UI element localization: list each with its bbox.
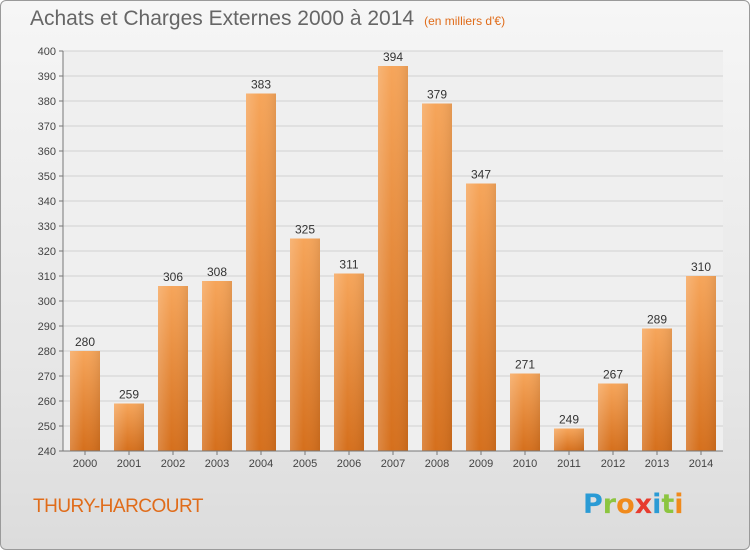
data-label: 347 — [471, 168, 491, 182]
y-tick-label: 290 — [38, 321, 56, 333]
x-tick-label: 2012 — [601, 458, 625, 470]
bar-shine — [114, 403, 144, 451]
y-tick-label: 400 — [38, 46, 56, 58]
x-tick-label: 2000 — [73, 458, 97, 470]
data-label: 310 — [691, 260, 711, 274]
place-name: THURY-HARCOURT — [33, 496, 204, 517]
y-tick-label: 350 — [38, 171, 56, 183]
x-tick-label: 2011 — [557, 458, 581, 470]
data-label: 308 — [207, 265, 227, 279]
y-tick-label: 300 — [38, 296, 56, 308]
x-tick-label: 2014 — [689, 458, 713, 470]
bar-shine — [642, 328, 672, 451]
y-tick-label: 240 — [38, 446, 56, 458]
data-label: 311 — [339, 258, 358, 272]
unit-note: (en milliers d'€) — [424, 14, 506, 28]
y-tick-label: 340 — [38, 196, 56, 208]
bar-shine — [158, 286, 188, 451]
y-tick-label: 250 — [38, 421, 56, 433]
brand-letter: x — [634, 489, 653, 520]
data-label: 394 — [383, 50, 403, 64]
data-label: 289 — [647, 313, 667, 327]
x-tick-label: 2009 — [469, 458, 493, 470]
bar-shine — [686, 276, 716, 451]
x-tick-label: 2013 — [645, 458, 669, 470]
brand-letter: r — [602, 489, 617, 520]
data-label: 325 — [295, 223, 315, 237]
bar-shine — [70, 351, 100, 451]
bar-shine — [334, 273, 364, 451]
y-tick-label: 380 — [38, 96, 56, 108]
x-tick-label: 2010 — [513, 458, 537, 470]
brand-letter: i — [674, 489, 684, 520]
y-tick-label: 270 — [38, 371, 56, 383]
data-label: 280 — [75, 335, 95, 349]
y-tick-label: 390 — [38, 71, 56, 83]
x-tick-label: 2007 — [381, 458, 405, 470]
chart-title-text: Achats et Charges Externes 2000 à 2014 — [30, 7, 415, 30]
y-tick-label: 260 — [38, 396, 56, 408]
y-tick-label: 310 — [38, 271, 56, 283]
data-label: 249 — [559, 413, 579, 427]
data-label: 379 — [427, 88, 447, 102]
x-tick-label: 2005 — [293, 458, 317, 470]
bar-shine — [510, 373, 540, 451]
data-label: 259 — [119, 388, 139, 402]
x-tick-label: 2001 — [117, 458, 141, 470]
bar-shine — [246, 93, 276, 451]
bar-shine — [554, 428, 584, 451]
y-tick-label: 360 — [38, 146, 56, 158]
brand-letter: i — [652, 489, 662, 520]
y-tick-label: 320 — [38, 246, 56, 258]
x-tick-label: 2004 — [249, 458, 273, 470]
x-tick-label: 2008 — [425, 458, 449, 470]
bar-shine — [378, 66, 408, 451]
brand-letter: P — [583, 489, 603, 520]
y-tick-label: 330 — [38, 221, 56, 233]
data-label: 383 — [251, 78, 271, 92]
data-label: 267 — [603, 368, 623, 382]
bar-shine — [202, 281, 232, 451]
brand-letter: t — [661, 489, 675, 520]
x-tick-label: 2002 — [161, 458, 185, 470]
brand-logo: Proxiti — [583, 489, 684, 520]
bar-shine — [290, 238, 320, 451]
bar-shine — [466, 183, 496, 451]
brand-letter: o — [616, 489, 635, 520]
data-label: 271 — [515, 358, 535, 372]
chart-title: Achats et Charges Externes 2000 à 2014 (e… — [30, 7, 505, 31]
bar-shine — [422, 103, 452, 451]
y-tick-label: 370 — [38, 121, 56, 133]
x-tick-label: 2006 — [337, 458, 361, 470]
y-tick-label: 280 — [38, 346, 56, 358]
data-label: 306 — [163, 270, 183, 284]
x-tick-label: 2003 — [205, 458, 229, 470]
bar-shine — [598, 383, 628, 451]
